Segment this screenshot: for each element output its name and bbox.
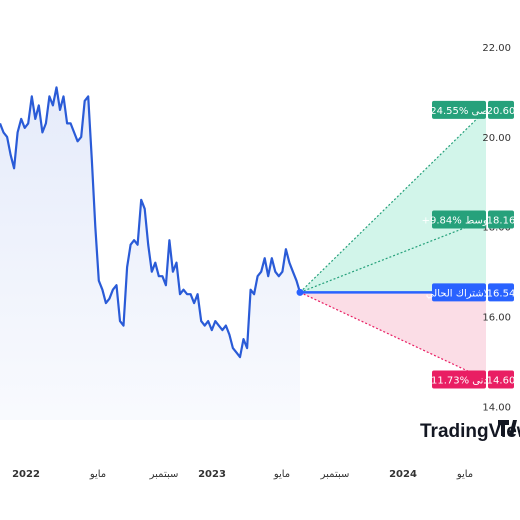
x-tick-label: سبتمبر <box>320 469 350 480</box>
low-value-text: 14.60 <box>487 376 516 387</box>
price-area-fill <box>0 87 300 421</box>
average-label-badge <box>432 210 486 229</box>
average-projection-line <box>299 218 487 293</box>
x-tick-label: 2024 <box>389 469 417 480</box>
tradingview-logo-text: TradingView <box>420 421 520 442</box>
x-tick-label: 2023 <box>198 469 226 480</box>
current-value-badge <box>488 283 514 302</box>
high-label-text: +24.55% أقصى <box>422 104 496 117</box>
average-label-text: +9.84% متوسط <box>422 216 497 227</box>
high-label-badge <box>432 100 486 119</box>
last-price-point[interactable] <box>296 288 304 296</box>
current-label-text: الاشتراك الحالي <box>426 288 492 299</box>
average-value-badge <box>488 210 514 229</box>
y-tick-label: 14.00 <box>482 403 511 414</box>
high-projection-line <box>299 109 487 293</box>
y-tick-label: 20.00 <box>482 133 511 144</box>
current-label-badge <box>432 283 486 302</box>
high-value-text: 20.60 <box>487 106 516 117</box>
low-label-badge <box>432 370 486 389</box>
x-tick-label: سبتمبر <box>149 469 179 480</box>
average-value-text: 18.16 <box>487 216 516 227</box>
low-label-text: -11.73% أدنى <box>427 374 490 387</box>
x-tick-label: مايو <box>273 469 290 480</box>
price-line <box>0 86 302 359</box>
x-tick-label: مايو <box>456 469 473 480</box>
x-tick-label: 2022 <box>12 469 40 480</box>
y-tick-label: 22.00 <box>482 43 511 54</box>
current-value-text: 16.54 <box>487 288 516 299</box>
y-tick-label: 16.00 <box>482 313 511 324</box>
low-value-badge <box>488 370 514 389</box>
downside-region <box>300 292 486 380</box>
tradingview-logo-icon <box>498 420 517 436</box>
high-value-badge <box>488 100 514 119</box>
x-tick-label: مايو <box>89 469 106 480</box>
